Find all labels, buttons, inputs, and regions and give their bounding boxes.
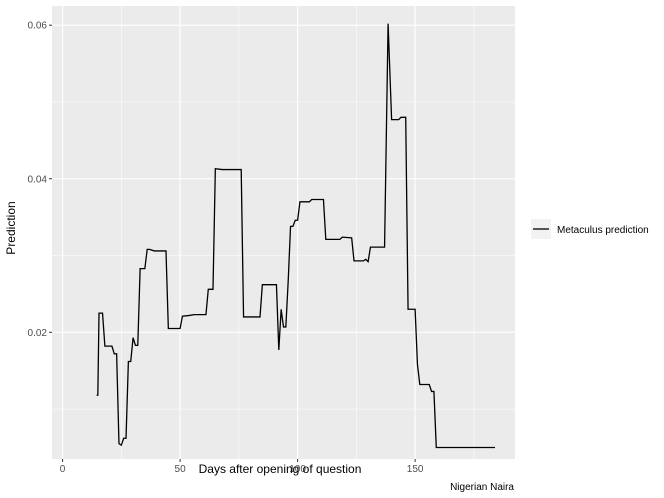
y-tick-label: 0.02: [28, 328, 48, 339]
x-tick-label: 100: [289, 464, 306, 475]
y-axis: 0.02 0.04 0.06: [28, 21, 52, 339]
major-grid: [52, 6, 515, 459]
legend-label: Metaculus prediction: [557, 225, 649, 236]
caption: Nigerian Naira: [450, 482, 514, 493]
x-tick-label: 150: [407, 464, 424, 475]
series-line-metaculus-prediction: [96, 23, 496, 449]
x-axis-title: Days after opening of question: [199, 462, 362, 476]
y-tick-label: 0.04: [28, 174, 48, 185]
y-axis-title: Prediction: [4, 201, 18, 254]
legend: Metaculus prediction: [531, 219, 649, 239]
x-tick-label: 50: [175, 464, 187, 475]
x-axis: 0 50 100 150: [60, 459, 424, 475]
y-tick-label: 0.06: [28, 21, 48, 32]
x-tick-label: 0: [60, 464, 66, 475]
minor-grid: [52, 6, 515, 459]
plot-panel: [52, 6, 515, 459]
